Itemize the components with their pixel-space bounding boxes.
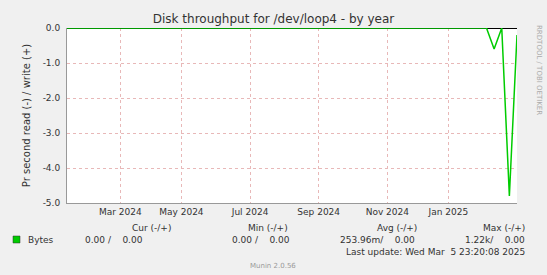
svg-text:Min (-/+): Min (-/+) (248, 223, 288, 233)
svg-text:-3.0: -3.0 (43, 128, 61, 138)
svg-text:Munin 2.0.56: Munin 2.0.56 (250, 262, 296, 270)
svg-text:Mar 2024: Mar 2024 (99, 207, 142, 217)
svg-text:Jul 2024: Jul 2024 (231, 207, 269, 217)
svg-text:May 2024: May 2024 (159, 207, 204, 217)
svg-text:Pr second read (-) / write (+): Pr second read (-) / write (+) (21, 44, 32, 187)
svg-text:Nov 2024: Nov 2024 (366, 207, 410, 217)
svg-text:Cur (-/+): Cur (-/+) (132, 223, 171, 233)
svg-text:Avg (-/+): Avg (-/+) (377, 223, 417, 233)
svg-text:253.96m/ 0.00: 253.96m/ 0.00 (340, 235, 415, 245)
svg-text:Jan 2025: Jan 2025 (428, 207, 469, 217)
svg-text:Disk throughput for /dev/loop4: Disk throughput for /dev/loop4 - by year (153, 12, 395, 26)
svg-text:0.0: 0.0 (46, 23, 61, 33)
svg-text:1.22k/ 0.00: 1.22k/ 0.00 (465, 235, 525, 245)
svg-text:-2.0: -2.0 (43, 93, 61, 103)
svg-text:-4.0: -4.0 (43, 163, 61, 173)
svg-text:0.00 / 0.00: 0.00 / 0.00 (85, 235, 143, 245)
svg-text:-5.0: -5.0 (43, 198, 61, 208)
svg-text:-1.0: -1.0 (43, 58, 61, 68)
svg-text:Last update: Wed Mar 5 23:20:: Last update: Wed Mar 5 23:20:08 2025 (346, 247, 525, 257)
svg-text:0.00 / 0.00: 0.00 / 0.00 (232, 235, 290, 245)
svg-text:Max (-/+): Max (-/+) (483, 223, 525, 233)
svg-text:Sep 2024: Sep 2024 (297, 207, 340, 217)
svg-text:RRDTOOL / TOBI OETIKER: RRDTOOL / TOBI OETIKER (535, 25, 543, 115)
svg-text:Bytes: Bytes (28, 235, 54, 245)
